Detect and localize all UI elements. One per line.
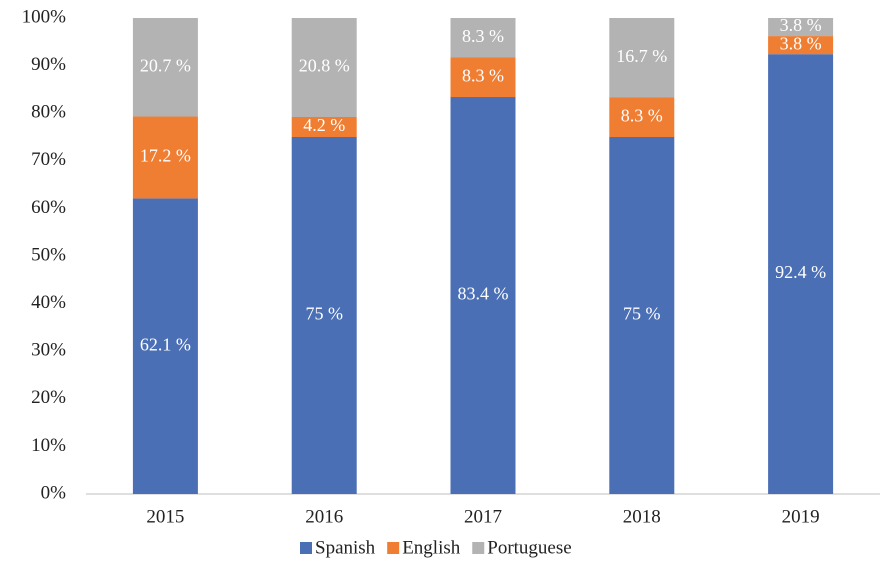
value-label: 16.7 % — [616, 46, 667, 66]
bar-segment — [132, 116, 198, 199]
legend-label: Spanish — [315, 537, 376, 558]
bar-segment — [768, 36, 834, 55]
x-tick-label: 2017 — [464, 506, 502, 527]
value-label: 8.3 % — [462, 65, 504, 85]
x-tick-label: 2019 — [782, 506, 820, 527]
legend-label: Portuguese — [487, 537, 571, 558]
y-tick-label: 40% — [31, 292, 66, 313]
bar-segment — [291, 18, 357, 118]
value-label: 3.8 % — [780, 15, 822, 35]
value-label: 83.4 % — [458, 284, 509, 304]
bar-segment — [291, 137, 357, 494]
y-tick-label: 50% — [31, 244, 66, 265]
legend-swatch — [472, 542, 485, 554]
y-tick-label: 0% — [41, 482, 67, 503]
bar-segment — [450, 97, 516, 495]
legend-label: English — [402, 537, 461, 558]
x-tick-label: 2015 — [146, 506, 184, 527]
y-tick-label: 20% — [31, 387, 66, 408]
bar-segment — [609, 137, 675, 494]
value-label: 3.8 % — [780, 33, 822, 53]
value-label: 17.2 % — [140, 146, 191, 166]
bar-segment — [291, 117, 357, 137]
y-tick-label: 90% — [31, 54, 66, 75]
y-tick-label: 100% — [22, 6, 67, 27]
bar-segment — [609, 97, 675, 137]
bar-segment — [768, 54, 834, 495]
value-label: 75 % — [305, 304, 343, 324]
y-tick-label: 30% — [31, 340, 66, 361]
legend-swatch — [387, 542, 400, 554]
legend-swatch — [300, 542, 312, 554]
value-label: 20.8 % — [299, 56, 350, 76]
value-label: 4.2 % — [303, 115, 345, 135]
value-label: 8.3 % — [621, 105, 663, 125]
value-label: 8.3 % — [462, 26, 504, 46]
value-label: 92.4 % — [775, 262, 826, 282]
bar-segment — [609, 18, 675, 98]
value-label: 75 % — [623, 304, 661, 324]
bar-segment — [132, 198, 198, 495]
x-tick-label: 2018 — [623, 506, 661, 527]
x-tick-label: 2016 — [305, 506, 343, 527]
value-label: 20.7 % — [140, 55, 191, 75]
y-tick-label: 70% — [31, 149, 66, 170]
bar-segment — [768, 18, 834, 37]
bar-segment — [450, 57, 516, 98]
y-tick-label: 10% — [31, 435, 66, 456]
bar-segment — [132, 18, 198, 117]
y-tick-label: 80% — [31, 102, 66, 123]
bar-segment — [450, 18, 516, 58]
y-tick-label: 60% — [31, 197, 66, 218]
value-label: 62.1 % — [140, 334, 191, 354]
